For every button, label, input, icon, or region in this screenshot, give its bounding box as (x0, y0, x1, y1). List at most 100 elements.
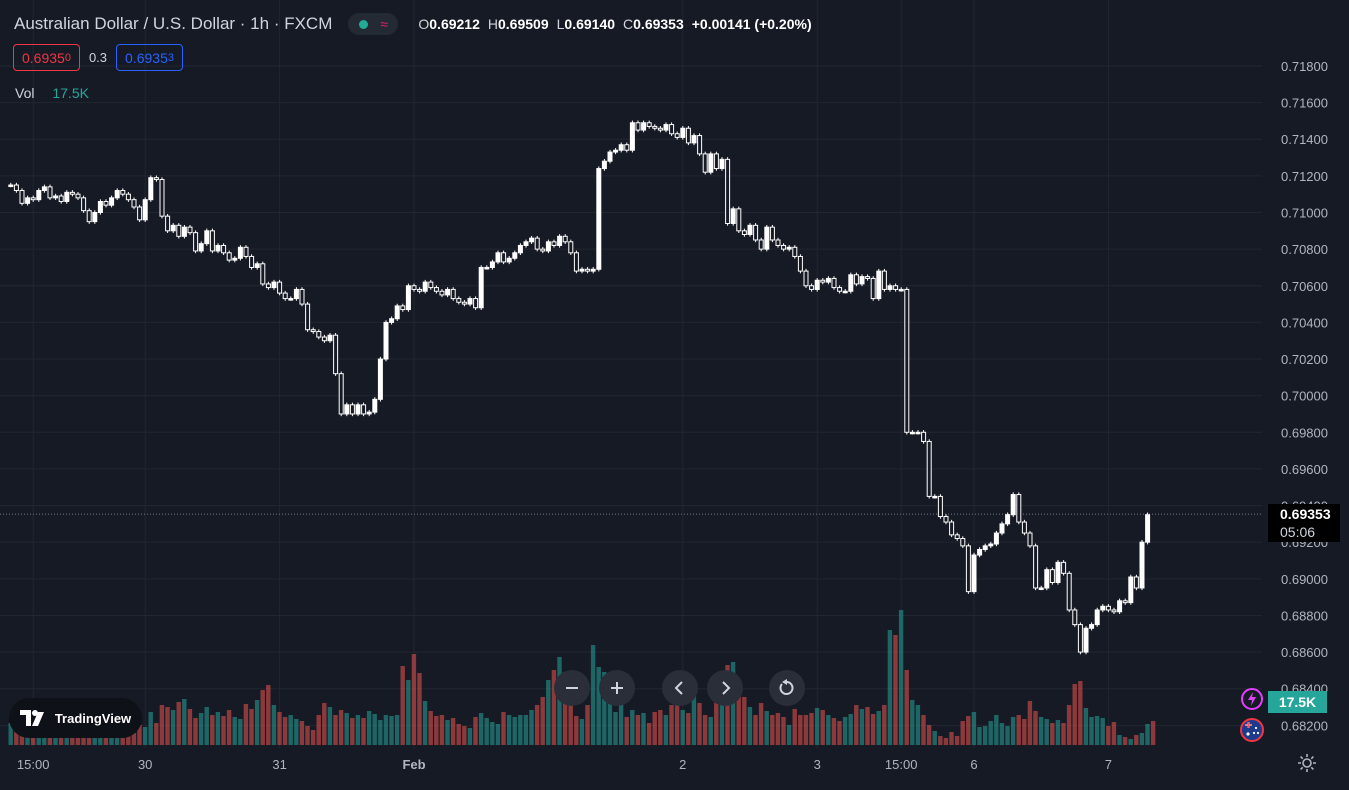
sell-button[interactable]: 0.69350 (13, 44, 80, 71)
candle-body (1128, 576, 1134, 604)
volume-bar (338, 710, 344, 745)
candle-body (646, 122, 652, 127)
volume-bar (859, 709, 865, 745)
volume-bar (327, 707, 333, 745)
candle-body (534, 237, 540, 250)
volume-bar (422, 701, 428, 745)
candle-body (904, 288, 910, 433)
status-pill[interactable]: ≈ (348, 13, 399, 35)
volume-bar (36, 731, 41, 745)
volume-bar (154, 723, 159, 745)
zoom-out-button[interactable] (554, 670, 590, 706)
volume-bar (837, 721, 842, 745)
y-tick-label: 0.70400 (1281, 315, 1328, 330)
high-value: 0.69509 (498, 16, 549, 32)
candle-body (1083, 627, 1089, 653)
volume-label: Vol (15, 85, 35, 101)
volume-bar (618, 705, 624, 745)
volume-bar (652, 712, 657, 745)
candle-body (372, 398, 378, 413)
gear-icon[interactable] (1296, 752, 1318, 774)
volume-bar (1061, 723, 1066, 745)
volume-bar (1010, 717, 1016, 745)
volume-bar (674, 701, 680, 745)
tradingview-logo[interactable]: TradingView (9, 698, 142, 738)
volume-bar (882, 705, 887, 745)
volume-bar (1139, 733, 1145, 745)
candle-body (999, 523, 1005, 534)
axes: 0.71800 0.71600 0.71400 0.71200 0.71000 0.708… (17, 59, 1328, 772)
scroll-left-button[interactable] (662, 670, 698, 706)
candle-body (215, 244, 221, 252)
lightning-icon[interactable] (1240, 687, 1264, 711)
volume-bar (574, 716, 579, 745)
x-tick-label: 15:00 (885, 757, 918, 772)
spread-value: 0.3 (88, 50, 108, 65)
volume-bar (434, 716, 439, 745)
x-tick-label: 6 (970, 757, 977, 772)
candle-body (993, 532, 999, 545)
volume-bar (1022, 719, 1027, 745)
candle-body (417, 288, 423, 292)
reset-chart-button[interactable] (769, 670, 805, 706)
candle-body (764, 226, 770, 250)
volume-bar (775, 713, 781, 745)
volume-bar (921, 715, 926, 745)
volume-bar (546, 680, 551, 745)
candle-body (1055, 561, 1061, 583)
candle-body (1139, 541, 1145, 589)
volume-bar (1134, 735, 1139, 745)
candle-body (758, 239, 764, 250)
volume-bar (658, 710, 663, 745)
australia-flag-icon[interactable] (1240, 718, 1264, 742)
volume-pane (8, 610, 1156, 745)
candle-body (512, 252, 518, 259)
change-value: +0.00141 (+0.20%) (691, 16, 812, 32)
volume-bar (854, 705, 859, 745)
volume-bar (378, 720, 383, 745)
candle-body (282, 292, 288, 300)
volume-bar (473, 717, 478, 745)
candle-body (58, 195, 64, 203)
candle-body (13, 184, 19, 192)
scroll-right-button[interactable] (707, 670, 743, 706)
y-tick-label: 0.70600 (1281, 279, 1328, 294)
candle-body (400, 305, 406, 311)
buy-button[interactable]: 0.69353 (116, 44, 183, 71)
zoom-in-button[interactable] (599, 670, 635, 706)
candle-body (260, 263, 266, 285)
candle-body (1072, 609, 1078, 626)
symbol-title[interactable]: Australian Dollar / U.S. Dollar · 1h · F… (14, 14, 333, 33)
candle-body (305, 303, 311, 331)
volume-legend[interactable]: Vol 17.5K (15, 85, 89, 101)
candle-body (193, 232, 199, 252)
volume-bar (406, 680, 411, 745)
volume-bar (344, 713, 349, 745)
volume-bar (512, 717, 517, 745)
volume-bar (394, 715, 400, 745)
volume-bar (193, 718, 198, 745)
candle-body (674, 133, 680, 138)
candle-body (349, 404, 355, 415)
candle-body (719, 158, 725, 170)
volume-bar (210, 715, 215, 745)
candle-body (338, 373, 344, 415)
candle-body (960, 538, 966, 547)
volume-bar (260, 690, 265, 745)
candle-body (377, 358, 383, 400)
candle-body (741, 230, 747, 235)
candle-body (103, 201, 109, 206)
volume-bar (361, 718, 366, 745)
volume-bar (417, 673, 422, 745)
candle-body (876, 270, 882, 300)
candle-body (316, 331, 322, 338)
candle-body (601, 160, 607, 170)
candle-body (125, 193, 131, 201)
candle-body (607, 151, 613, 162)
candle-body (971, 554, 977, 593)
volume-bar (1094, 716, 1100, 745)
candle-body (915, 431, 921, 435)
candle-body (456, 298, 462, 303)
